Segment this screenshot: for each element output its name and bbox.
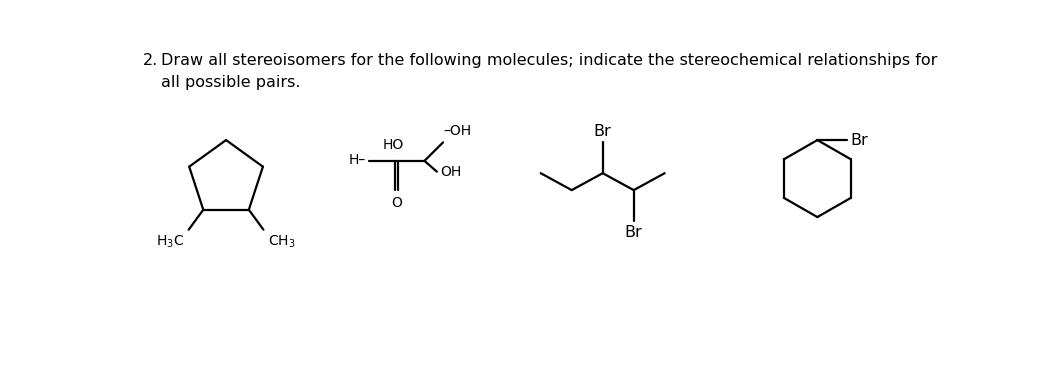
Text: H$_3$C: H$_3$C — [156, 234, 184, 250]
Text: CH$_3$: CH$_3$ — [268, 234, 296, 250]
Text: –OH: –OH — [444, 124, 472, 138]
Text: Br: Br — [593, 124, 611, 138]
Text: 2.: 2. — [143, 53, 159, 68]
Text: Br: Br — [625, 225, 643, 240]
Text: OH: OH — [440, 165, 461, 179]
Text: all possible pairs.: all possible pairs. — [161, 74, 301, 90]
Text: HO: HO — [383, 138, 404, 152]
Text: H–: H– — [348, 153, 365, 167]
Text: Draw all stereoisomers for the following molecules; indicate the stereochemical : Draw all stereoisomers for the following… — [161, 53, 937, 68]
Text: O: O — [391, 196, 402, 210]
Text: Br: Br — [850, 133, 868, 147]
